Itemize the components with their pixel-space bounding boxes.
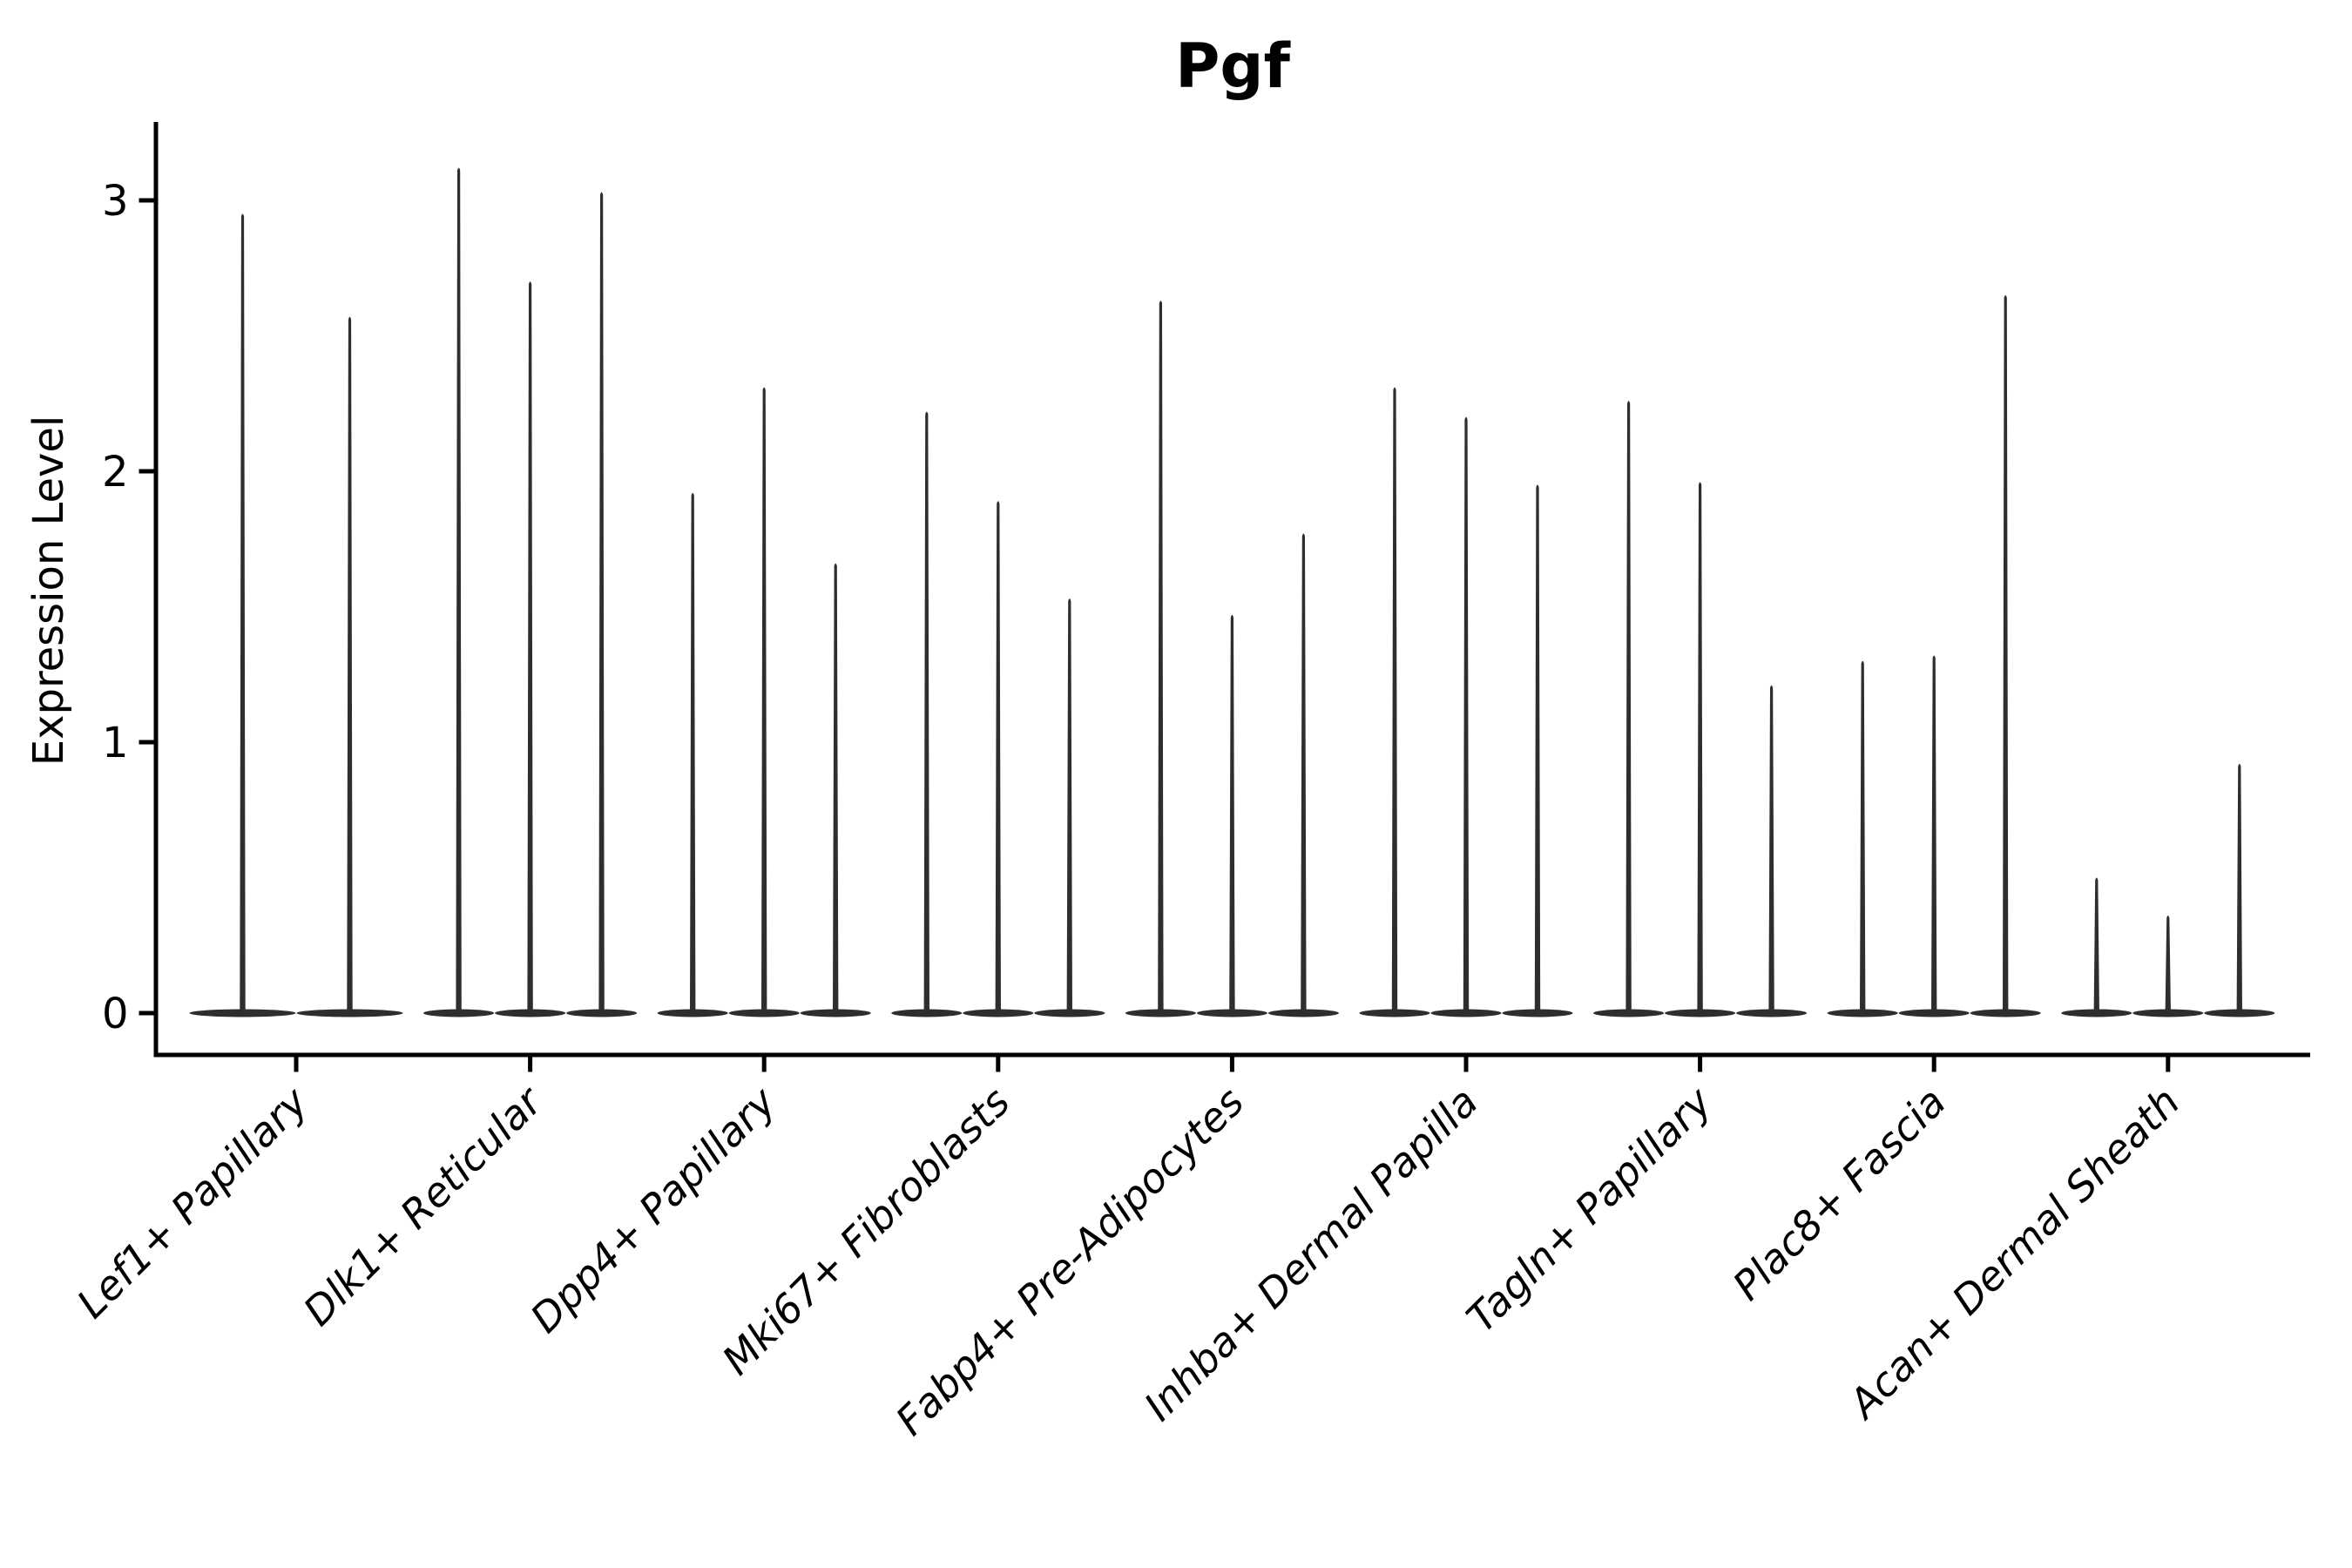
x-tick-label: Lef1+ Papillary — [68, 1078, 317, 1327]
violin — [1827, 660, 1898, 1017]
x-tick-label: Dlk1+ Reticular — [294, 1076, 553, 1335]
violin-spike — [833, 563, 839, 1013]
x-tick-label: Tagln+ Papillary — [1457, 1078, 1721, 1342]
violin — [657, 492, 728, 1017]
violin-group — [891, 411, 1105, 1017]
violin-group — [1593, 401, 1808, 1017]
violin-spike — [1158, 301, 1164, 1013]
violin-spike — [995, 501, 1001, 1013]
violin — [1736, 685, 1808, 1017]
violin-spike — [1391, 387, 1398, 1014]
violin-spike — [2165, 916, 2171, 1013]
violin-spike — [240, 213, 246, 1014]
violin-spike — [2003, 294, 2009, 1014]
violin-spike — [1534, 484, 1541, 1013]
violin — [296, 316, 403, 1017]
violin-spike — [1931, 655, 1937, 1013]
violin-spike — [456, 167, 462, 1013]
violin-spike — [923, 411, 929, 1014]
violin-spike — [527, 281, 533, 1013]
violin — [2204, 763, 2275, 1017]
violin-spike — [1066, 598, 1072, 1013]
y-tick-label: 0 — [102, 990, 129, 1038]
violin-spike — [1463, 416, 1470, 1013]
violin — [1125, 301, 1196, 1017]
violin — [963, 501, 1034, 1017]
violin-group — [189, 213, 403, 1017]
violin — [2061, 877, 2132, 1017]
violin-spike — [2236, 763, 2242, 1013]
violin-spike — [1860, 660, 1866, 1013]
violin — [1898, 655, 1970, 1017]
violin — [1502, 484, 1573, 1017]
violin — [189, 213, 296, 1017]
violin — [495, 281, 566, 1017]
violin-spike — [598, 192, 605, 1014]
violin-group — [1359, 387, 1573, 1017]
violin — [1593, 401, 1665, 1017]
violin — [1034, 598, 1105, 1017]
violin — [800, 563, 871, 1017]
violin — [566, 192, 638, 1017]
violin-spike — [2093, 877, 2099, 1013]
violin — [1359, 387, 1430, 1017]
violin — [1665, 482, 1736, 1017]
chart-title: Pgf — [1175, 30, 1291, 102]
violin — [891, 411, 963, 1017]
violin-group — [423, 167, 638, 1017]
y-tick-label: 3 — [102, 177, 129, 226]
violin-spike — [1229, 614, 1235, 1013]
violin-spike — [1697, 482, 1703, 1013]
violin — [1196, 614, 1267, 1017]
violin-group — [657, 387, 871, 1017]
violin-spike — [1625, 401, 1632, 1013]
violin-spike — [1768, 685, 1774, 1013]
violin — [1430, 416, 1502, 1017]
y-tick-label: 1 — [102, 719, 129, 767]
violin-spike — [1301, 533, 1307, 1013]
violin — [423, 167, 495, 1017]
y-tick-label: 2 — [102, 448, 129, 497]
x-tick-label: Plac8+ Fascia — [1724, 1078, 1955, 1309]
violin-group — [2061, 763, 2275, 1017]
violin — [1267, 533, 1339, 1017]
violin-spike — [761, 387, 767, 1014]
violin — [1970, 294, 2041, 1017]
violin-group — [1125, 301, 1339, 1017]
violin-spike — [347, 316, 353, 1014]
violin-spike — [690, 492, 696, 1013]
y-axis-label: Expression Level — [24, 416, 73, 767]
violin — [2132, 916, 2204, 1017]
violin-group — [1827, 294, 2041, 1017]
x-tick-label: Dpp4+ Papillary — [521, 1078, 785, 1342]
violin — [728, 387, 800, 1017]
